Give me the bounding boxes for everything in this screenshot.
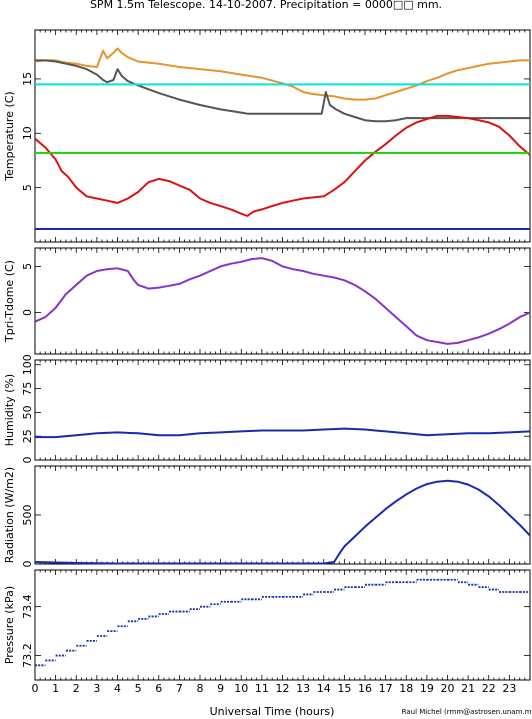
y-tick-label: 0	[21, 309, 34, 316]
series-line-1	[34, 47, 530, 101]
x-tick-label: 11	[255, 682, 269, 695]
panel-frame	[34, 359, 531, 461]
x-tick-label: 3	[93, 682, 100, 695]
y-axis-label: Radiation (W/m2)	[3, 467, 16, 563]
panel-3: 0 25 50 75 100 Humidity (%)	[3, 354, 531, 464]
x-tick-label: 21	[461, 682, 475, 695]
x-axis-label: Universal Time (hours)	[210, 705, 335, 718]
series-1	[35, 578, 530, 667]
x-tick-label: 22	[482, 682, 496, 695]
y-tick-label: 0	[21, 457, 34, 464]
y-axis-label: Tpri-Tdome (C)	[3, 260, 16, 343]
x-tick-label: 20	[441, 682, 455, 695]
x-tick-label: 4	[114, 682, 121, 695]
x-tick-label: 1	[52, 682, 59, 695]
panel-frame	[34, 247, 531, 355]
y-axis-label: Temperature (C)	[3, 91, 16, 181]
series-line-2	[35, 59, 530, 123]
x-tick-label: 17	[379, 682, 393, 695]
x-tick-label: 6	[155, 682, 162, 695]
x-tick-label: 19	[420, 682, 434, 695]
y-tick-label: 73.2	[21, 643, 34, 668]
y-tick-label: 500	[21, 505, 34, 526]
chart-title: SPM 1.5m Telescope. 14-10-2007. Precipit…	[90, 0, 442, 11]
series-line-4	[34, 114, 531, 217]
y-tick-label: 100	[21, 354, 34, 375]
panel-1: 5 10 15 Temperature (C)	[3, 29, 531, 243]
panel-frame	[34, 569, 531, 681]
y-tick-label: 5	[21, 184, 34, 191]
series-line-1	[34, 479, 531, 565]
panel-2: 0 5 Tpri-Tdome (C)	[3, 247, 531, 355]
y-tick-label: 75	[21, 382, 34, 396]
x-tick-label: 23	[502, 682, 516, 695]
x-tick-label: 16	[358, 682, 372, 695]
x-tick-label: 13	[296, 682, 310, 695]
x-tick-label: 8	[197, 682, 204, 695]
y-tick-label: 10	[21, 126, 34, 140]
series-line-1	[35, 427, 531, 439]
x-tick-label: 10	[234, 682, 248, 695]
x-tick-label: 9	[217, 682, 224, 695]
panel-frame	[34, 29, 531, 243]
y-tick-label: 5	[21, 263, 34, 270]
x-tick-label: 5	[135, 682, 142, 695]
x-tick-label: 18	[399, 682, 413, 695]
x-tick-label: 15	[337, 682, 351, 695]
y-axis-label: Humidity (%)	[3, 374, 16, 446]
y-tick-label: 50	[21, 405, 34, 419]
x-tick-label: 7	[176, 682, 183, 695]
author-credit: Raul Michel (rmm@astrosen.unam.mx)	[402, 708, 532, 716]
y-axis-label: Pressure (kPa)	[3, 586, 16, 664]
y-tick-label: 73.4	[21, 594, 34, 619]
y-tick-label: 25	[21, 429, 34, 443]
x-tick-label: 0	[32, 682, 39, 695]
series-line-1	[34, 257, 531, 345]
x-tick-label: 14	[317, 682, 331, 695]
y-tick-label: 0	[21, 561, 34, 568]
y-tick-label: 15	[21, 72, 34, 86]
x-tick-label: 2	[73, 682, 80, 695]
x-tick-label: 12	[276, 682, 290, 695]
panel-4: 0 500 Radiation (W/m2)	[3, 465, 531, 568]
